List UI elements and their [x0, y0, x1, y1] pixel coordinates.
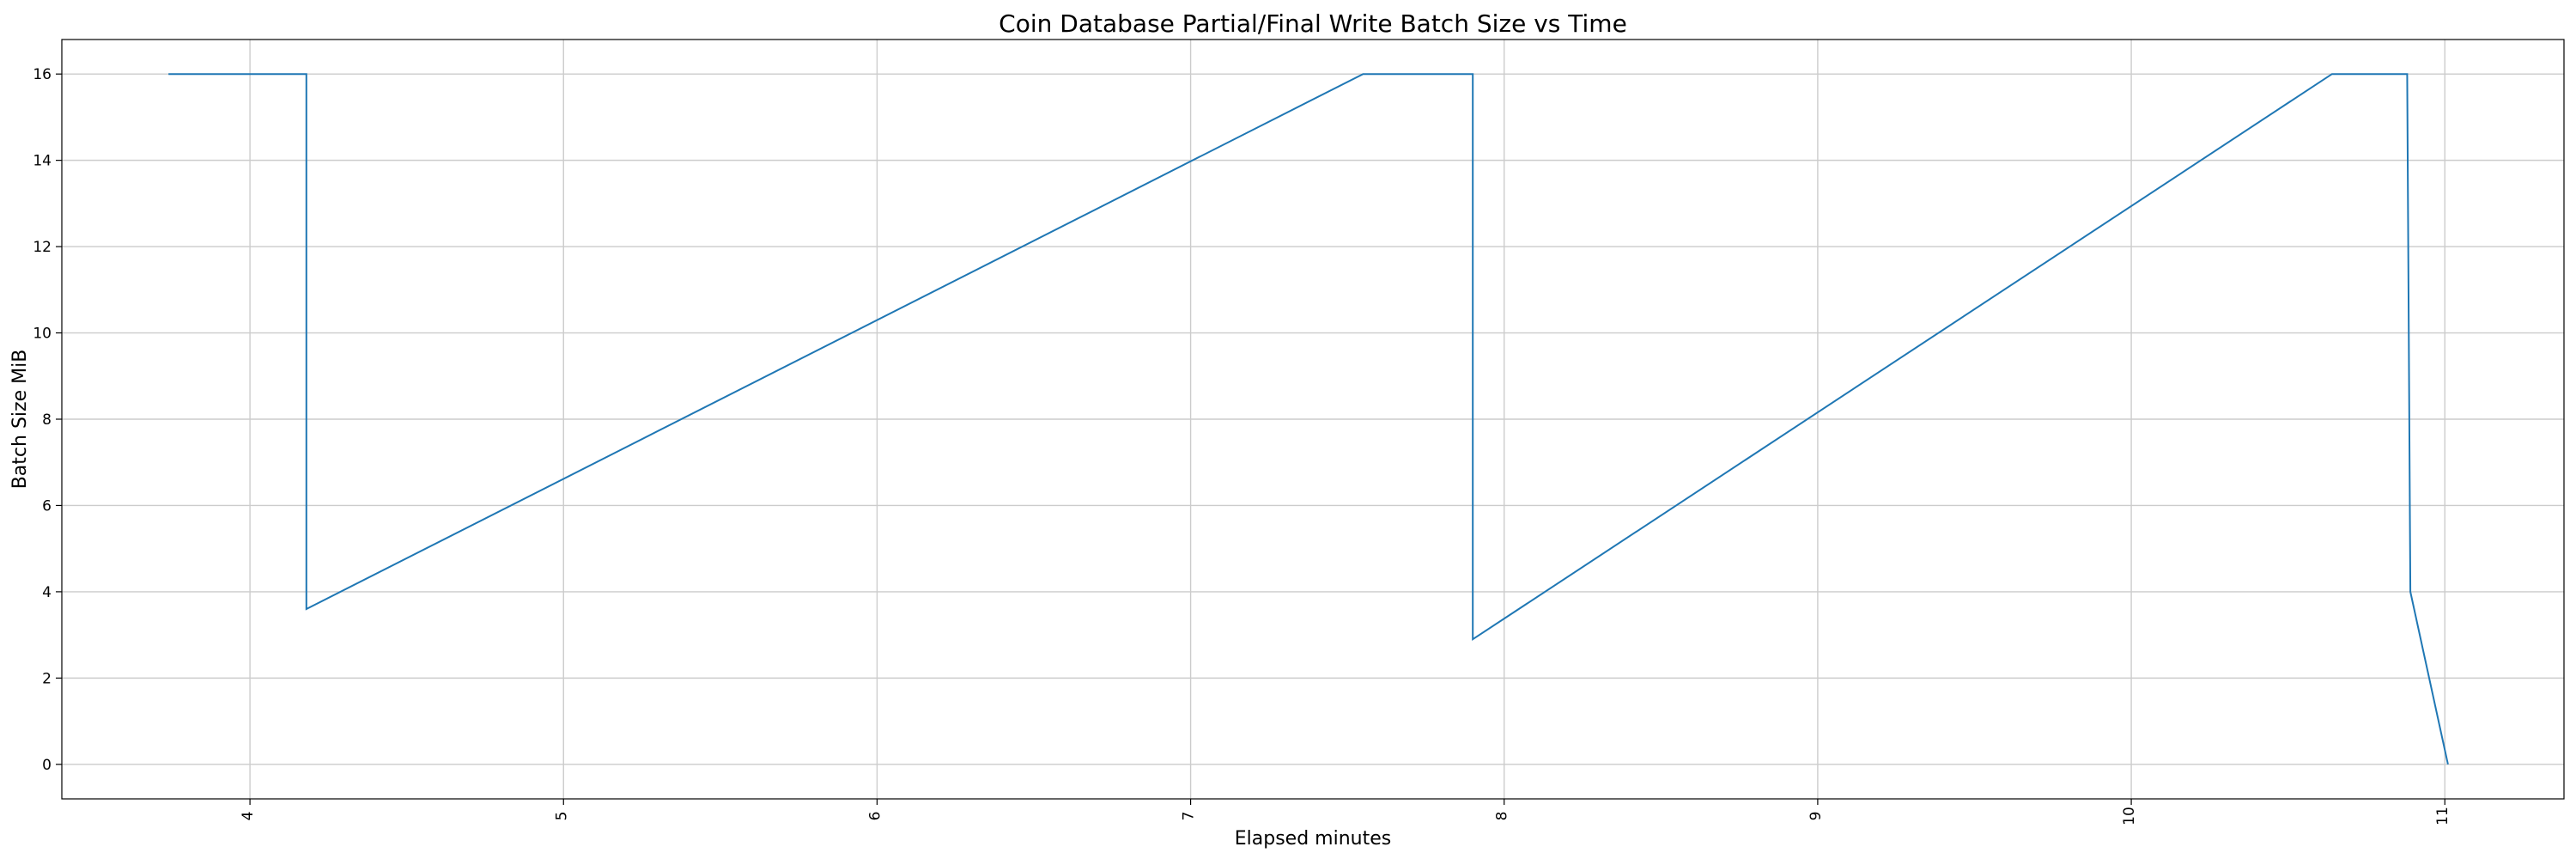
x-tick-label: 11	[2434, 807, 2451, 825]
x-tick-label: 9	[1807, 812, 1825, 821]
x-tick-label: 8	[1494, 812, 1511, 821]
x-tick-label: 7	[1181, 812, 1198, 821]
chart-title: Coin Database Partial/Final Write Batch …	[999, 9, 1627, 38]
x-tick-label: 4	[240, 812, 257, 821]
series-layer	[168, 73, 2449, 765]
x-axis-label: Elapsed minutes	[1235, 828, 1391, 850]
y-tick-label: 4	[42, 584, 52, 601]
grid-layer	[62, 40, 2564, 799]
x-tick-label: 5	[553, 812, 570, 821]
y-tick-label: 2	[42, 670, 52, 687]
data-series-line	[168, 73, 2449, 765]
y-tick-label: 0	[42, 757, 52, 774]
x-tick-label: 6	[866, 812, 884, 821]
y-axis-label: Batch Size MiB	[9, 350, 31, 490]
y-tick-label: 10	[33, 326, 52, 343]
x-tick-label: 10	[2121, 807, 2138, 825]
y-tick-label: 6	[42, 497, 52, 515]
tick-layer: 4 5 6 7 8 9 10 11 0 2 4 6 8 10 12 14 16	[33, 66, 2451, 825]
y-tick-label: 12	[33, 239, 52, 256]
y-tick-label: 16	[33, 66, 52, 83]
y-tick-label: 14	[33, 153, 52, 170]
y-tick-label: 8	[42, 411, 52, 429]
